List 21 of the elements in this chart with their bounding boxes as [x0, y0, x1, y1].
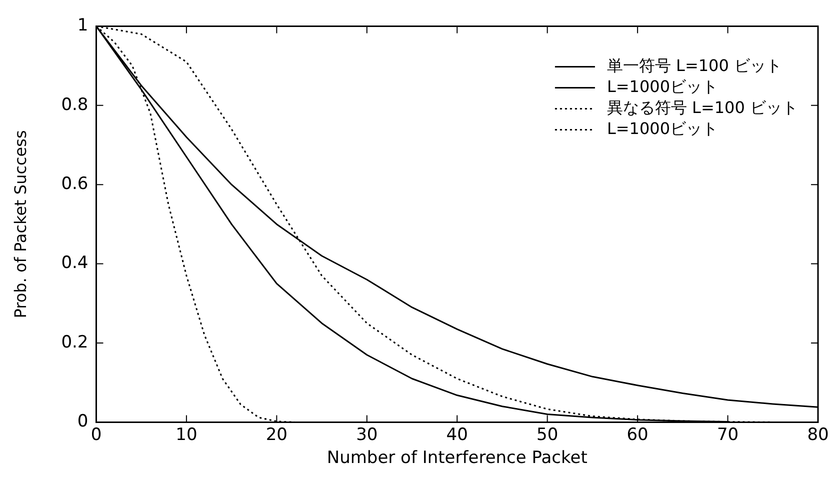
x-tick-label: 10	[176, 424, 198, 445]
y-axis-title: Prob. of Packet Success	[10, 130, 30, 318]
y-tick-label: 1	[77, 16, 88, 36]
y-tick-label: 0.6	[61, 174, 88, 194]
y-tick-label: 0.4	[61, 253, 88, 274]
x-tick-label: 70	[716, 424, 739, 445]
x-axis-title: Number of Interference Packet	[326, 448, 588, 468]
x-tick-label: 40	[446, 424, 468, 445]
x-tick-label: 20	[266, 424, 288, 445]
legend-label: 異なる符号 L=100 ビット	[606, 98, 798, 117]
legend-label: 単一符号 L=100 ビット	[606, 56, 782, 75]
y-tick-label: 0.2	[61, 332, 88, 352]
legend-label: L=1000ビット	[606, 118, 718, 138]
y-tick-label: 0.8	[61, 94, 88, 115]
legend-label: L=1000ビット	[606, 76, 718, 96]
x-tick-label: 30	[356, 424, 378, 445]
x-tick-label: 60	[626, 424, 648, 445]
x-tick-label: 50	[536, 424, 558, 445]
x-tick-label: 80	[807, 424, 829, 445]
x-tick-label: 0	[90, 424, 102, 445]
y-tick-label: 0	[77, 412, 88, 432]
